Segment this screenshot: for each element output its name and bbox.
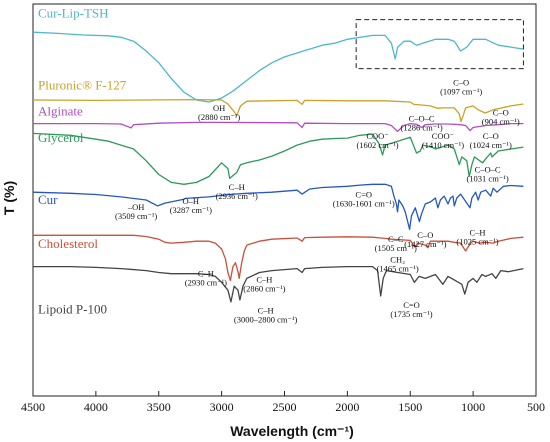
series-label: Lipoid P-100 [38, 302, 107, 317]
series-label: Alginate [38, 103, 83, 118]
peak-annotation-line: (2880 cm⁻¹) [198, 112, 240, 122]
series-line [32, 132, 524, 185]
series-line [33, 121, 524, 133]
series-label: Cur-Lip-TSH [38, 6, 109, 21]
peak-annotation-line: C=O [355, 189, 372, 199]
series-line [32, 98, 524, 123]
peak-annotation-line: C–O–C [475, 165, 501, 175]
peak-annotation-line: (1024 cm⁻¹) [470, 140, 512, 150]
peak-annotation-line: (1031 cm⁻¹) [466, 174, 508, 184]
peak-annotation-line: C–H [198, 268, 214, 278]
peak-annotation-line: C–O [453, 78, 469, 88]
x-axis-title: Wavelength (cm⁻¹) [230, 423, 354, 439]
peak-annotation: C–H (3000–2800 cm⁻¹) [234, 306, 298, 325]
x-tick-label: 500 [527, 400, 545, 414]
peak-annotation: C=O (1630-1601 cm⁻¹) [333, 189, 395, 208]
peak-annotation: OH (2880 cm⁻¹) [198, 103, 240, 122]
peak-annotation-line: (3000–2800 cm⁻¹) [234, 315, 298, 325]
peak-annotation-line: C–O–C [409, 114, 435, 124]
peak-annotation-line: C–H [229, 182, 245, 192]
x-tick-label: 2500 [273, 400, 297, 414]
series-line [33, 234, 524, 282]
series-label: Pluronic® F-127 [38, 77, 127, 92]
peak-annotation-line: (1735 cm⁻¹) [390, 309, 432, 319]
peak-annotation-line: (1097 cm⁻¹) [440, 87, 482, 97]
peak-annotation: CH₂ (1465 cm⁻¹) [377, 255, 419, 274]
peak-annotation-line: C–O [493, 108, 509, 118]
peak-annotation-line: (1630-1601 cm⁻¹) [333, 198, 395, 208]
series-line [33, 265, 524, 303]
peak-annotation-line: (1286 cm⁻¹) [400, 123, 442, 133]
series-line [32, 31, 524, 103]
peak-annotation: C–H (2930 cm⁻¹) [185, 268, 227, 287]
peak-annotation-line: (1505 cm⁻¹) [375, 243, 417, 253]
peak-annotation: C=O (1735 cm⁻¹) [390, 300, 432, 319]
series-label: Glycerol [38, 130, 84, 145]
peak-annotation: C–H (2936 cm⁻¹) [216, 182, 258, 201]
peak-annotation-line: (1025 cm⁻¹) [456, 236, 498, 246]
peak-annotation-line: COO⁻ [432, 131, 455, 141]
x-tick-label: 1500 [398, 400, 422, 414]
peak-annotation-line: CH₂ [390, 255, 405, 265]
peak-annotation-line: (1602 cm⁻¹) [356, 140, 398, 150]
peak-annotation: O–H (3287 cm⁻¹) [170, 196, 212, 215]
peak-annotation-line: (2860 cm⁻¹) [243, 283, 285, 293]
series-line [32, 183, 524, 231]
peak-annotation-line: COO⁻ [366, 131, 389, 141]
peak-annotation-line: C–O [483, 131, 499, 141]
peak-annotation: –OH (3509 cm⁻¹) [115, 202, 157, 221]
peak-annotation: C–O (1427 cm⁻¹) [404, 230, 446, 249]
peak-annotation: C–H (2860 cm⁻¹) [243, 274, 285, 293]
peak-annotation: C–O–C (1031 cm⁻¹) [466, 165, 508, 184]
highlight-box [355, 19, 524, 70]
peak-annotation-line: C–O [417, 230, 433, 240]
series-label: Cholesterol [38, 236, 98, 251]
peak-annotation-line: –OH [127, 202, 145, 212]
peak-annotation: C–H (1025 cm⁻¹) [456, 227, 498, 246]
peak-annotation: C–O (1024 cm⁻¹) [470, 131, 512, 150]
peak-annotation-line: (3287 cm⁻¹) [170, 205, 212, 215]
x-tick-label: 1000 [461, 400, 485, 414]
peak-annotation-line: (1427 cm⁻¹) [404, 239, 446, 249]
series-label: Cur [38, 192, 58, 207]
peak-annotation-line: C–H [258, 306, 274, 316]
peak-annotation-line: (2930 cm⁻¹) [185, 277, 227, 287]
peak-annotation: C–O (1097 cm⁻¹) [440, 78, 482, 97]
peak-annotation-line: O–H [183, 196, 200, 206]
plot-frame [32, 3, 537, 397]
peak-annotation: C–O–C (1286 cm⁻¹) [400, 114, 442, 133]
x-tick-label: 3500 [147, 400, 171, 414]
peak-annotation-line: (1410 cm⁻¹) [422, 140, 464, 150]
peak-annotation: C–O (904 cm⁻¹) [482, 108, 520, 127]
peak-annotation-line: C–H [256, 274, 272, 284]
peak-annotation: COO⁻ (1410 cm⁻¹) [422, 131, 464, 150]
peak-annotation-line: (3509 cm⁻¹) [115, 211, 157, 221]
peak-annotation-line: C–C [388, 234, 404, 244]
x-tick-label: 3000 [210, 400, 234, 414]
peak-annotation: C–C (1505 cm⁻¹) [375, 234, 417, 253]
y-axis-title: T (%) [1, 181, 17, 215]
peak-annotation: COO⁻ (1602 cm⁻¹) [356, 131, 398, 150]
x-tick-label: 4000 [84, 400, 108, 414]
peak-annotation-line: OH [213, 103, 225, 113]
x-tick-label: 4500 [21, 400, 45, 414]
peak-annotation-line: C=O [403, 300, 420, 310]
peak-annotation-line: (904 cm⁻¹) [482, 117, 520, 127]
peak-annotation-line: C–H [469, 227, 485, 237]
peak-annotation-line: (2936 cm⁻¹) [216, 191, 258, 201]
x-tick-label: 2000 [335, 400, 359, 414]
peak-annotation-line: (1465 cm⁻¹) [377, 264, 419, 274]
